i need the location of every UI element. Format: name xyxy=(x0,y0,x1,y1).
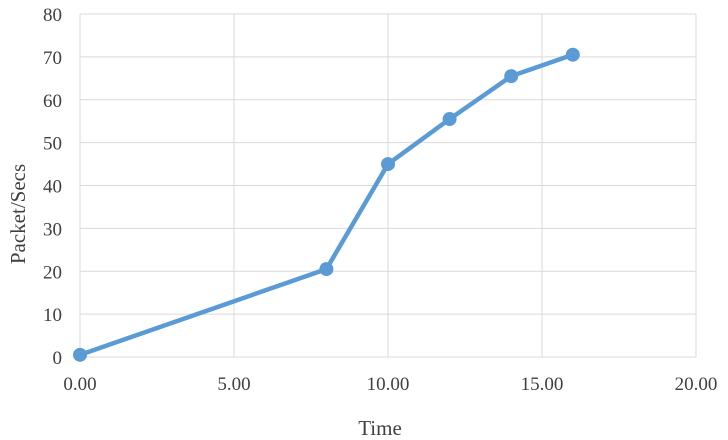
y-tick-label: 40 xyxy=(43,177,62,198)
gridlines xyxy=(79,13,697,358)
series-line-layer xyxy=(77,52,576,358)
data-point xyxy=(319,262,334,277)
data-point xyxy=(381,157,395,172)
data-point xyxy=(442,112,457,127)
x-axis-title: Time xyxy=(358,416,402,440)
data-points xyxy=(73,47,580,362)
y-tick-label: 80 xyxy=(43,5,62,26)
y-tick-label: 0 xyxy=(53,348,63,369)
y-axis-title: Packet/Secs xyxy=(6,164,30,264)
x-tick-label: 10.00 xyxy=(367,374,410,395)
y-tick-label: 70 xyxy=(43,48,62,69)
x-tick-label: 0.00 xyxy=(63,374,96,395)
x-tick-label: 20.00 xyxy=(675,374,718,395)
series-line xyxy=(77,52,576,358)
x-tick-labels: 0.00 5.00 10.00 15.00 20.00 xyxy=(63,374,717,395)
y-tick-label: 20 xyxy=(43,262,62,283)
y-tick-label: 60 xyxy=(43,91,62,112)
data-point xyxy=(565,47,580,62)
y-tick-label: 30 xyxy=(43,219,62,240)
data-point xyxy=(73,347,87,362)
data-point xyxy=(504,69,519,84)
y-tick-label: 10 xyxy=(43,305,62,326)
y-tick-labels: 0 10 20 30 40 50 60 70 80 xyxy=(43,5,62,369)
x-tick-label: 15.00 xyxy=(521,374,564,395)
x-tick-label: 5.00 xyxy=(217,374,250,395)
y-tick-label: 50 xyxy=(43,134,62,155)
